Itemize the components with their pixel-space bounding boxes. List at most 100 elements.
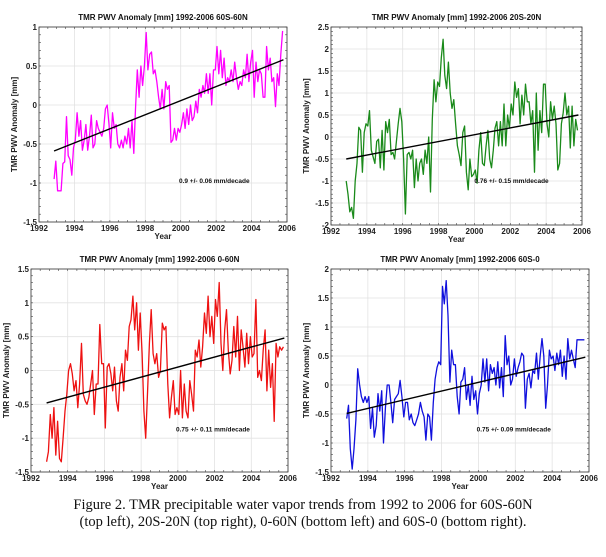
y-tick-label: 1.5 [318,294,330,303]
series-line-20s-20n [345,38,579,220]
chart-panel-60s-60n: TMR PWV Anomaly [mm] 1992-2006 60S-60N 19… [0,0,303,250]
y-tick-label: 0 [25,367,30,376]
y-axis-label: TMR PWV Anomaly [mm] [10,77,19,173]
trend-line [46,337,285,404]
y-tick-label: 0 [33,101,38,110]
x-tick-label: 1992 [322,227,340,236]
chart-svg: TMR PWV Anomaly [mm] 1992-2006 20S-20N 19… [302,13,591,244]
x-tick-label: 1998 [433,474,451,483]
x-tick-label: 1996 [394,227,412,236]
y-tick-label: -1 [322,177,330,186]
x-tick-label: 1992 [22,474,40,483]
caption-line-2: (top left), 20S-20N (top right), 0-60N (… [79,514,527,530]
x-tick-label: 2000 [169,474,187,483]
series-line-60s-0 [346,279,585,470]
y-axis-label: TMR PWV Anomaly [mm] [2,323,11,419]
y-tick-label: -0.5 [23,140,37,149]
y-tick-label: 0.5 [18,333,30,342]
y-tick-label: -2 [322,221,330,230]
chart-title: TMR PWV Anomaly [mm] 1992-2006 0-60N [80,255,240,264]
x-tick-label: 2004 [543,474,561,483]
x-tick-label: 1996 [96,474,114,483]
trend-annotation: 0.75 +/- 0.09 mm/decade [477,426,552,433]
grid-lines [330,26,583,226]
y-tick-label: 1 [325,323,330,332]
x-tick-label: 1994 [358,227,376,236]
x-tick-label: 2006 [279,474,297,483]
y-tick-label: 0.5 [318,111,330,120]
chart-svg: TMR PWV Anomaly [mm] 1992-2006 60S-60N 19… [10,13,296,241]
x-tick-label: 2004 [537,227,555,236]
grid-lines [330,268,590,473]
x-tick-label: 2004 [242,474,260,483]
y-tick-label: -1 [22,434,30,443]
x-axis-label: Year [155,232,172,241]
y-tick-label: 2 [325,45,330,54]
minor-ticks [330,26,583,226]
y-tick-label: 0 [325,381,330,390]
x-tick-label: 2006 [580,474,598,483]
caption-line-1: Figure 2. TMR precipitable water vapor t… [73,497,533,513]
minor-ticks [330,268,590,473]
x-tick-label: 2002 [501,227,519,236]
y-tick-label: 2.5 [318,23,330,32]
y-tick-label: 0.5 [26,62,38,71]
x-tick-label: 2004 [243,224,261,233]
x-tick-label: 1998 [136,224,154,233]
trend-line [346,114,579,160]
x-axis-label: Year [452,482,469,491]
y-tick-label: -1.5 [15,468,29,477]
y-tick-label: 1 [325,89,330,98]
chart-svg: TMR PWV Anomaly [mm] 1992-2006 0-60N 1992… [2,255,297,491]
x-tick-label: 2002 [206,474,224,483]
y-tick-label: 2 [325,265,330,274]
chart-panel-20s-20n: TMR PWV Anomaly [mm] 1992-2006 20S-20N 19… [302,0,606,250]
y-tick-label: -1.5 [315,468,329,477]
chart-title: TMR PWV Anomaly [mm] 1992-2006 60S-60N [78,13,248,22]
trend-line [53,59,284,152]
x-tick-label: 1992 [322,474,340,483]
y-tick-label: 0.5 [318,352,330,361]
x-tick-label: 1998 [132,474,150,483]
trend-line [346,356,586,415]
x-tick-label: 2000 [470,474,488,483]
y-tick-label: 0 [325,133,330,142]
x-tick-label: 2002 [207,224,225,233]
y-tick-label: -1.5 [23,218,37,227]
x-tick-label: 2000 [466,227,484,236]
x-tick-label: 2002 [506,474,524,483]
x-axis-label: Year [448,235,465,244]
x-tick-label: 2000 [172,224,190,233]
y-axis-label: TMR PWV Anomaly [mm] [303,323,311,419]
x-tick-label: 2006 [573,227,591,236]
y-axis-label: TMR PWV Anomaly [mm] [303,78,311,174]
y-tick-label: -1.5 [315,199,329,208]
x-tick-label: 1994 [59,474,77,483]
y-tick-label: -1 [30,179,38,188]
trend-annotation: 0.9 +/- 0.06 mm/decade [179,178,250,185]
x-tick-label: 2006 [278,224,296,233]
y-tick-label: 1.5 [318,67,330,76]
series-line-0-60n [45,281,284,463]
trend-annotation: 0.75 +/- 0.11 mm/decade [176,426,250,433]
x-tick-label: 1996 [396,474,414,483]
chart-svg: TMR PWV Anomaly [mm] 1992-2006 60S-0 1992… [302,255,598,491]
y-tick-label: 1.5 [18,265,30,274]
minor-ticks [38,26,288,223]
trend-annotation: 0.76 +/- 0.15 mm/decade [474,178,549,185]
y-tick-label: -0.5 [15,400,29,409]
plot-frame [330,268,590,473]
minor-ticks [30,268,289,473]
x-tick-label: 1994 [66,224,84,233]
y-tick-label: 1 [25,299,30,308]
x-tick-label: 1998 [430,227,448,236]
y-tick-label: 1 [33,23,38,32]
series-line-60s-60n [53,30,284,192]
x-tick-label: 1992 [30,224,48,233]
x-tick-label: 1994 [359,474,377,483]
x-axis-label: Year [151,482,168,491]
y-tick-label: -1 [322,439,330,448]
chart-panel-0-60n: TMR PWV Anomaly [mm] 1992-2006 0-60N 1992… [0,250,303,500]
y-tick-label: -0.5 [315,410,329,419]
grid-lines [30,268,289,473]
